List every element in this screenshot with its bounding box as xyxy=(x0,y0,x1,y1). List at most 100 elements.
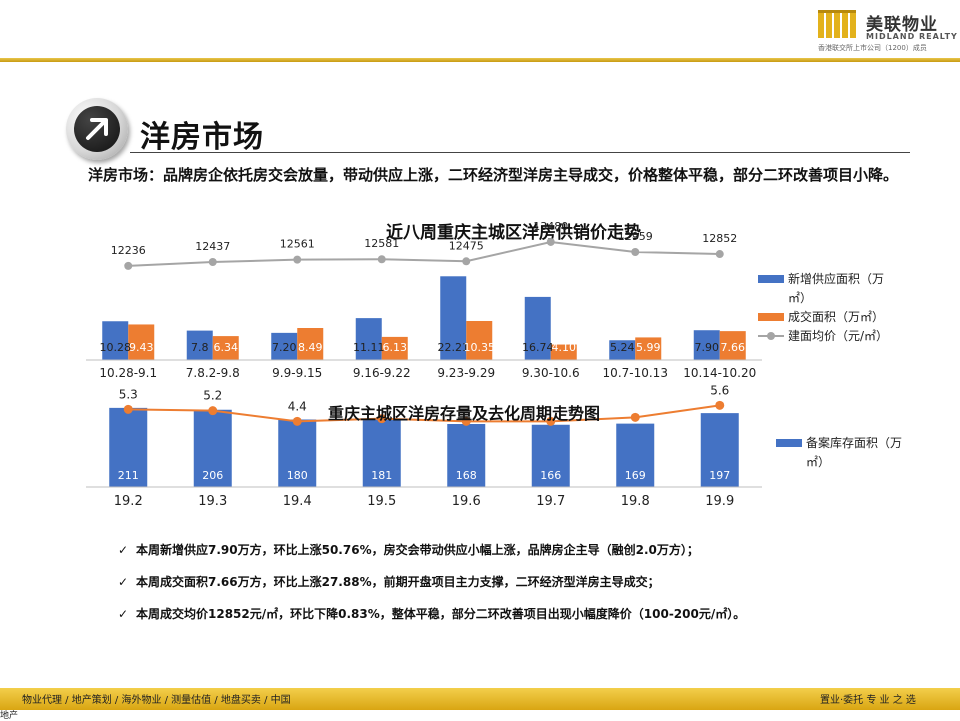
cycle-point xyxy=(715,400,725,410)
price-point xyxy=(377,255,386,264)
arrow-up-right-icon xyxy=(86,118,108,140)
inventory-bar xyxy=(447,424,486,487)
cycle-point xyxy=(123,404,133,414)
legend-label-supply: 新增供应面积（万㎡） xyxy=(788,272,885,305)
logo-subtitle: 香港联交所上市公司（1200）成员 xyxy=(818,44,927,52)
bullet-text: 本周成交面积7.66万方，环比上涨27.88%，前期开盘项目主力支撑，二环经济型… xyxy=(136,575,660,589)
footer-slogan: 置业·委托 专 业 之 选 xyxy=(820,695,916,706)
price-line xyxy=(128,240,720,267)
x-tick-label: 9.23-9.29 xyxy=(437,366,495,380)
x-tick-label: 19.9 xyxy=(705,494,734,509)
footer-bar: 物业代理 / 地产策划 / 海外物业 / 测量估值 / 地盘买卖 / 中国 置业… xyxy=(0,688,960,710)
supply-bar-label: 16.74 xyxy=(522,341,554,354)
inventory-bar xyxy=(700,413,739,487)
chart2-title: 重庆主城区洋房存量及去化周期走势图 xyxy=(328,404,601,423)
inventory-bar xyxy=(362,419,401,487)
arrow-badge-icon xyxy=(66,98,128,160)
legend-item-inventory: 备案库存面积（万㎡） xyxy=(776,434,906,472)
legend-swatch-sales xyxy=(758,313,784,321)
logo-english-name: MIDLAND REALTY xyxy=(866,32,958,41)
bullet-sales: ✓ 本周成交面积7.66万方，环比上涨27.88%，前期开盘项目主力支撑，二环经济… xyxy=(118,572,798,592)
x-tick-label: 19.2 xyxy=(114,494,143,509)
legend-swatch-supply xyxy=(758,275,784,283)
chart1-legend: 新增供应面积（万㎡） 成交面积（万㎡） 建面均价（元/㎡） xyxy=(758,270,898,346)
cycle-point xyxy=(292,416,302,426)
logo-mark-icon xyxy=(818,10,856,38)
inventory-bar-label: 169 xyxy=(625,469,646,482)
cycle-label: 5.2 xyxy=(203,389,222,403)
sales-bar-label: 4.10 xyxy=(552,341,577,354)
legend-label-sales: 成交面积（万㎡） xyxy=(788,310,885,324)
sales-bar-label: 10.35 xyxy=(464,341,496,354)
x-tick-label: 9.16-9.22 xyxy=(353,366,411,380)
bullet-supply: ✓ 本周新增供应7.90万方，环比上涨50.76%，房交会带动供应小幅上涨，品牌房… xyxy=(118,540,798,560)
legend-swatch-price xyxy=(758,331,784,341)
legend-label-price: 建面均价（元/㎡） xyxy=(788,329,889,343)
x-tick-label: 19.5 xyxy=(367,494,396,509)
price-label: 12561 xyxy=(280,238,315,251)
supply-bar-label: 7.90 xyxy=(695,341,720,354)
legend-item-supply: 新增供应面积（万㎡） xyxy=(758,270,898,308)
inventory-bar-label: 180 xyxy=(287,469,308,482)
sales-bar xyxy=(128,324,155,360)
cycle-label: 4.4 xyxy=(288,399,307,413)
logo-chinese-name: 美联物业 xyxy=(866,15,938,35)
x-tick-label: 7.8.2-9.8 xyxy=(186,366,240,380)
x-tick-label: 19.4 xyxy=(283,494,312,509)
inventory-bar-label: 211 xyxy=(118,469,139,482)
inventory-bar xyxy=(278,419,317,487)
supply-bar xyxy=(355,318,382,360)
x-tick-label: 19.6 xyxy=(452,494,481,509)
supply-bar xyxy=(271,332,298,360)
x-tick-label: 19.8 xyxy=(621,494,650,509)
inventory-bar-label: 181 xyxy=(371,469,392,482)
sales-bar-label: 9.43 xyxy=(129,341,154,354)
inventory-bar-label: 168 xyxy=(456,469,477,482)
cycle-label: 5.3 xyxy=(119,387,138,401)
inventory-bar xyxy=(531,424,570,487)
supply-bar xyxy=(102,321,129,360)
sales-bar xyxy=(212,336,239,360)
sales-bar xyxy=(719,331,746,360)
sales-bar-label: 6.34 xyxy=(214,341,239,354)
title-rule xyxy=(130,152,910,153)
footer-services: 物业代理 / 地产策划 / 海外物业 / 测量估值 / 地盘买卖 / 中国 xyxy=(22,695,291,706)
sales-bar xyxy=(381,336,408,360)
inventory-bar xyxy=(193,409,232,487)
sales-bar-label: 5.99 xyxy=(636,341,661,354)
x-tick-label: 9.30-10.6 xyxy=(522,366,580,380)
sales-bar-label: 8.49 xyxy=(298,341,323,354)
supply-bar-label: 7.8 xyxy=(191,341,209,354)
supply-bar-label: 11.11 xyxy=(353,341,385,354)
legend-item-sales: 成交面积（万㎡） xyxy=(758,308,898,327)
inventory-bar-label: 197 xyxy=(709,469,730,482)
supply-bar-label: 10.28 xyxy=(100,341,132,354)
cycle-point xyxy=(208,406,218,416)
x-tick-label: 10.7-10.13 xyxy=(603,366,668,380)
legend-swatch-inventory xyxy=(776,439,802,447)
header-bar xyxy=(0,0,960,58)
supply-bar xyxy=(186,330,213,360)
inventory-bar xyxy=(616,423,655,487)
header-rule xyxy=(0,58,960,62)
legend-label-inventory: 备案库存面积（万㎡） xyxy=(806,436,903,469)
check-icon: ✓ xyxy=(118,607,129,621)
price-point xyxy=(124,261,133,270)
x-tick-label: 19.7 xyxy=(536,494,565,509)
price-point xyxy=(293,255,302,264)
x-tick-label: 10.14-10.20 xyxy=(683,366,756,380)
chart2-legend: 备案库存面积（万㎡） xyxy=(776,434,906,472)
bullet-text: 本周成交均价12852元/㎡，环比下降0.83%，整体平稳，部分二环改善项目出现… xyxy=(136,607,746,621)
inventory-bar xyxy=(109,407,148,487)
price-label: 12437 xyxy=(195,240,230,253)
footer-small-label: 地产 xyxy=(0,711,19,721)
sales-bar xyxy=(466,320,493,360)
price-point xyxy=(631,247,640,256)
cycle-point xyxy=(630,412,640,422)
supply-bar-label: 5.24 xyxy=(610,341,635,354)
chart1-title: 近八周重庆主城区洋房供销价走势 xyxy=(386,223,641,243)
price-point xyxy=(715,250,724,259)
sales-bar xyxy=(635,337,662,360)
supply-bar-label: 22.21 xyxy=(438,341,470,354)
supply-bar xyxy=(693,330,720,360)
